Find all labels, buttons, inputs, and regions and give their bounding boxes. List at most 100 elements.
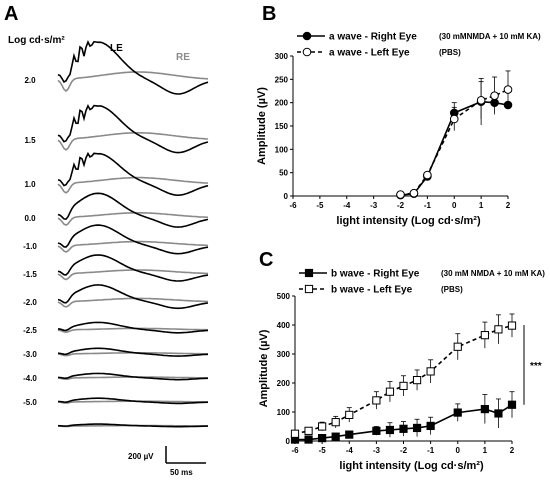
y-tick-label: 300 bbox=[275, 52, 289, 61]
y-axis-title: Amplitude (µV) bbox=[258, 329, 270, 407]
legend-series-name: a wave - Left Eye bbox=[329, 48, 410, 59]
x-tick-label: -2 bbox=[400, 446, 408, 455]
legend-series-name: b wave - Left Eye bbox=[331, 285, 413, 296]
intensity-row-label: -1.5 bbox=[23, 270, 37, 279]
x-tick-label: 2 bbox=[510, 446, 515, 455]
data-point bbox=[304, 426, 313, 435]
data-point bbox=[494, 325, 503, 334]
y-tick-label: 200 bbox=[277, 379, 291, 388]
y-tick-label: 50 bbox=[279, 169, 288, 178]
legend-series-note: (PBS) bbox=[439, 48, 461, 57]
panel-a-label: A bbox=[4, 3, 18, 25]
panel-b: B a wave - Right Eye (30 mMNMDA + 10 mM K… bbox=[256, 3, 541, 227]
legend-b: a wave - Right Eye (30 mMNMDA + 10 mM KA)… bbox=[297, 32, 541, 59]
y-tick-label: 200 bbox=[275, 99, 289, 108]
legend-marker bbox=[302, 47, 312, 57]
data-point bbox=[372, 396, 381, 405]
x-tick-label: 1 bbox=[479, 201, 484, 210]
x-tick-label: -1 bbox=[427, 446, 435, 455]
x-tick-label: -5 bbox=[316, 201, 324, 210]
legend-series-name: a wave - Right Eye bbox=[329, 32, 417, 43]
le-trace bbox=[57, 423, 208, 428]
re-label: RE bbox=[176, 52, 190, 63]
data-point bbox=[372, 426, 381, 435]
panel-c-label: C bbox=[259, 249, 273, 271]
le-trace bbox=[57, 284, 209, 310]
re-trace bbox=[57, 327, 209, 334]
data-point bbox=[318, 434, 327, 443]
re-trace bbox=[57, 132, 209, 151]
y-tick-label: 100 bbox=[277, 408, 291, 417]
legend-series-note: (30 mM NMDA + 10 mM KA) bbox=[441, 269, 545, 278]
intensity-row-labels: 2.0 1.5 1.0 0.0 -1.0 -1.5 -2.0 -2.5 -3.0 -4.0 -5.0 bbox=[23, 76, 37, 407]
le-label: LE bbox=[110, 43, 123, 54]
intensity-row-label: 2.0 bbox=[24, 76, 36, 85]
data-point bbox=[449, 114, 459, 124]
intensity-row-label: -2.0 bbox=[23, 298, 37, 307]
data-point bbox=[412, 376, 422, 385]
intensity-row-label: -5.0 bbox=[23, 398, 37, 407]
chart-b: 0 50 100 150 200 250 300 -6 -5 -4 -3 -2 -1 0 1 2 Amplitu… bbox=[256, 52, 513, 227]
y-axis-title: Amplitude (µV) bbox=[256, 87, 268, 165]
x-axis-title: light intensity (Log cd·s/m²) bbox=[336, 215, 481, 227]
data-point bbox=[480, 331, 489, 340]
data-point bbox=[494, 409, 503, 418]
data-point bbox=[304, 435, 313, 444]
data-point bbox=[331, 432, 340, 441]
le-trace bbox=[57, 347, 209, 357]
re-trace bbox=[57, 71, 209, 93]
y-tick-label: 400 bbox=[277, 321, 291, 330]
intensity-row-label: -2.5 bbox=[23, 326, 37, 335]
legend-c: b wave - Right Eye (30 mM NMDA + 10 mM KA… bbox=[299, 269, 545, 296]
x-tick-label: -2 bbox=[397, 201, 405, 210]
x-axis-title: light intensity (Log cd·s/m²) bbox=[339, 460, 484, 472]
panel-a: A Log cd·s/m² LE RE 2.0 1.5 1.0 0.0 -1.0 -1.5… bbox=[4, 3, 209, 477]
data-point bbox=[399, 424, 408, 433]
data-point bbox=[426, 421, 435, 431]
legend-marker bbox=[304, 268, 314, 278]
x-tick-label: 0 bbox=[456, 446, 461, 455]
y-tick-label: 100 bbox=[275, 145, 289, 154]
data-point bbox=[476, 96, 486, 105]
legend-series-note: (PBS) bbox=[441, 285, 463, 294]
panel-b-label: B bbox=[262, 3, 276, 25]
x-tick-label: 2 bbox=[506, 201, 511, 210]
data-point bbox=[399, 381, 408, 390]
intensity-header: Log cd·s/m² bbox=[8, 35, 65, 46]
x-tick-label: 0 bbox=[452, 201, 457, 210]
re-trace bbox=[57, 297, 209, 308]
data-point bbox=[331, 418, 340, 427]
intensity-row-label: 0.0 bbox=[24, 214, 36, 223]
data-point bbox=[453, 408, 462, 417]
intensity-row-label: -1.0 bbox=[23, 242, 37, 251]
data-point bbox=[507, 400, 517, 409]
data-point bbox=[412, 423, 422, 433]
y-tick-label: 500 bbox=[277, 292, 291, 301]
y-tick-label: 150 bbox=[275, 122, 289, 131]
re-trace bbox=[57, 212, 209, 227]
data-point bbox=[409, 188, 419, 198]
x-tick-label: -4 bbox=[343, 201, 351, 210]
x-tick-label: -5 bbox=[319, 446, 327, 455]
panel-c: C b wave - Right Eye (30 mM NMDA + 10 mM … bbox=[258, 249, 545, 472]
data-point bbox=[426, 367, 435, 376]
erg-traces bbox=[57, 39, 209, 428]
le-trace bbox=[57, 192, 209, 228]
data-point bbox=[423, 170, 432, 180]
le-trace bbox=[57, 372, 208, 381]
scale-time-label: 50 ms bbox=[170, 468, 193, 477]
intensity-row-label: 1.5 bbox=[24, 136, 36, 145]
le-trace bbox=[57, 39, 209, 95]
x-tick-label: 1 bbox=[483, 446, 488, 455]
intensity-row-label: 1.0 bbox=[24, 180, 36, 189]
x-tick-label: -3 bbox=[370, 201, 378, 210]
y-tick-label: 0 bbox=[286, 437, 291, 446]
data-point bbox=[290, 429, 300, 438]
intensity-row-label: -4.0 bbox=[23, 374, 37, 383]
x-tick-label: -4 bbox=[346, 446, 354, 455]
y-tick-label: 300 bbox=[277, 350, 291, 359]
x-tick-label: -6 bbox=[291, 446, 299, 455]
x-tick-label: -6 bbox=[289, 201, 297, 210]
le-trace bbox=[57, 103, 209, 154]
